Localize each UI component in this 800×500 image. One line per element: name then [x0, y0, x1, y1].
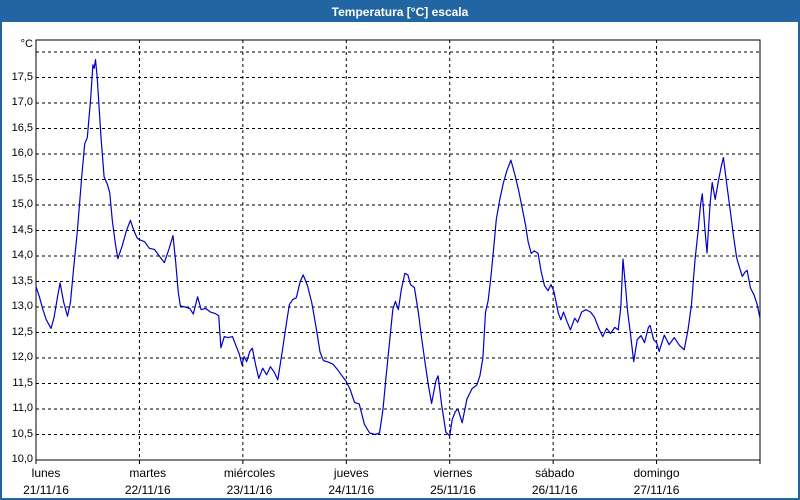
day-date: 23/11/16 [226, 483, 273, 497]
day-name: jueves [333, 466, 369, 480]
day-name: lunes [31, 466, 61, 480]
window-title: Temperatura [°C] escala [331, 5, 469, 19]
temperature-line [35, 58, 761, 437]
day-date: 26/11/16 [531, 483, 578, 497]
y-tick-label: 10,0 [11, 453, 33, 465]
x-axis-day-label: lunes 21/11/16 [2, 466, 101, 498]
y-tick-label: 13,5 [11, 274, 33, 287]
y-tick-label: 14,5 [11, 223, 33, 236]
x-axis-day-label: domingo 27/11/16 [602, 466, 712, 498]
y-tick-label: 16,5 [11, 121, 33, 134]
plot-border [35, 39, 761, 461]
day-name: sábado [535, 466, 575, 480]
day-name: martes [129, 466, 167, 480]
title-bar: Temperatura [°C] escala [2, 2, 798, 22]
y-tick-label: 12,0 [11, 351, 33, 363]
day-date: 24/11/16 [328, 483, 375, 497]
day-name: miércoles [223, 466, 276, 480]
y-tick-label: 10,5 [11, 427, 33, 440]
day-date: 21/11/16 [23, 483, 69, 497]
day-date: 25/11/16 [430, 483, 476, 497]
day-date: 27/11/16 [633, 483, 680, 497]
temperature-plot [35, 39, 761, 464]
x-axis-day-label: martes 22/11/16 [93, 466, 203, 498]
y-tick-label: 14,0 [11, 249, 33, 261]
y-tick-label: 13,0 [11, 300, 33, 312]
chart-area: °C 17,5 17,0 16,5 16,0 15,5 15,0 14,5 14,0 13,5 1… [2, 22, 798, 498]
y-tick-label: 11,5 [12, 376, 33, 389]
y-tick-label: 17,5 [11, 70, 33, 83]
x-axis-day-label: viernes 25/11/16 [398, 466, 508, 498]
x-axis-day-label: jueves 24/11/16 [296, 466, 406, 498]
day-name: viernes [433, 466, 473, 480]
y-tick-label: 11,0 [12, 402, 33, 414]
y-axis-unit-label: °C [20, 38, 33, 50]
day-date: 22/11/16 [124, 483, 171, 497]
y-tick-label: 17,0 [11, 96, 33, 108]
y-tick-label: 12,5 [11, 325, 33, 338]
day-name: domingo [633, 466, 680, 480]
y-tick-label: 16,0 [11, 147, 33, 159]
y-tick-label: 15,5 [11, 172, 33, 185]
y-tick-label: 15,0 [11, 198, 33, 210]
x-axis-day-label: miércoles 23/11/16 [195, 466, 305, 498]
x-axis-day-label: sábado 26/11/16 [500, 466, 610, 498]
